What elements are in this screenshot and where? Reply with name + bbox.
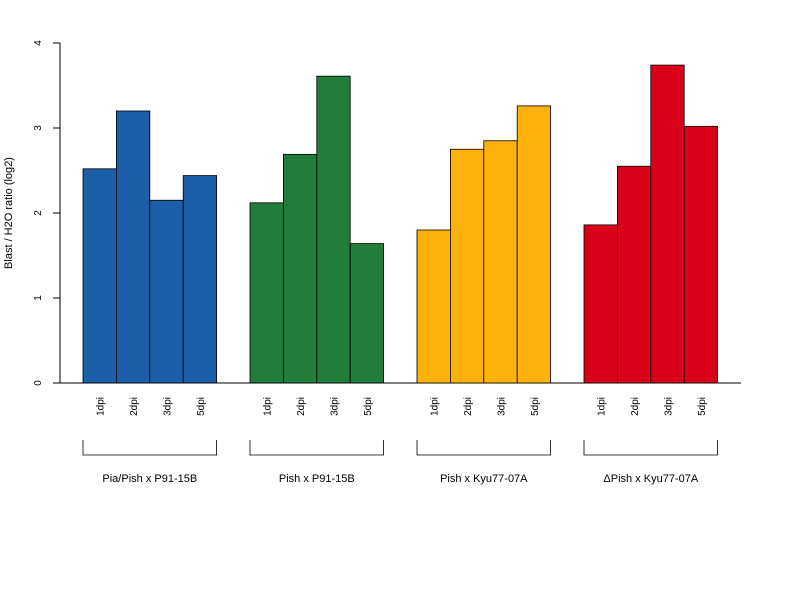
bar: [182, 175, 217, 384]
bar: [249, 202, 284, 384]
group-bracket: [416, 440, 551, 456]
group-brackets: Pia/Pish x P91-15B Pish x P91-15B Pish x K…: [82, 440, 718, 485]
group-bracket: [583, 440, 718, 456]
x-tick-labels: 1dpi 2dpi 3dpi 5dpi 1dpi 2dpi 3dpi 5dpi 1dpi 2dpi…: [96, 397, 708, 416]
bar: [116, 110, 151, 384]
x-tick-label: 2dpi: [630, 397, 641, 416]
x-tick-label: 3dpi: [664, 397, 675, 416]
bar: [516, 105, 552, 384]
bar: [282, 153, 318, 384]
bar: [416, 229, 451, 384]
group-bracket: [249, 440, 384, 456]
y-tick-label: 0: [33, 380, 44, 386]
y-axis-title: Blast / H2O ratio (log2): [3, 157, 15, 269]
bar: [349, 243, 385, 384]
bar: [583, 224, 618, 384]
x-tick-label: 1dpi: [597, 397, 608, 416]
x-tick-label: 5dpi: [697, 397, 708, 416]
x-tick-label: 1dpi: [430, 397, 441, 416]
x-tick-label: 5dpi: [530, 397, 541, 416]
group-label: Pish x P91-15B: [279, 473, 355, 485]
x-tick-label: 1dpi: [263, 397, 274, 416]
y-tick-label: 3: [33, 125, 44, 131]
bar: [82, 168, 117, 384]
bar: [449, 148, 485, 384]
group-label: Pia/Pish x P91-15B: [102, 473, 197, 485]
x-tick-label: 2dpi: [129, 397, 140, 416]
bar: [683, 125, 719, 384]
bar: [650, 64, 685, 384]
x-tick-label: 5dpi: [196, 397, 207, 416]
bar: [316, 75, 351, 384]
bar: [483, 140, 518, 384]
group-label: ΔPish x Kyu77-07A: [603, 473, 698, 485]
x-tick-label: 3dpi: [497, 397, 508, 416]
y-axis: 0 1 2 3 4: [33, 40, 61, 386]
x-tick-label: 3dpi: [330, 397, 341, 416]
y-tick-label: 2: [33, 210, 44, 216]
bar: [617, 165, 652, 384]
x-tick-label: 2dpi: [463, 397, 474, 416]
bars: [82, 64, 719, 384]
y-tick-label: 1: [33, 295, 44, 301]
x-tick-label: 1dpi: [96, 397, 107, 416]
bar: [149, 199, 184, 384]
group-bracket: [82, 440, 217, 456]
x-tick-label: 3dpi: [163, 397, 174, 416]
x-tick-label: 5dpi: [363, 397, 374, 416]
y-tick-label: 4: [33, 40, 44, 46]
group-label: Pish x Kyu77-07A: [440, 473, 528, 485]
x-tick-label: 2dpi: [296, 397, 307, 416]
